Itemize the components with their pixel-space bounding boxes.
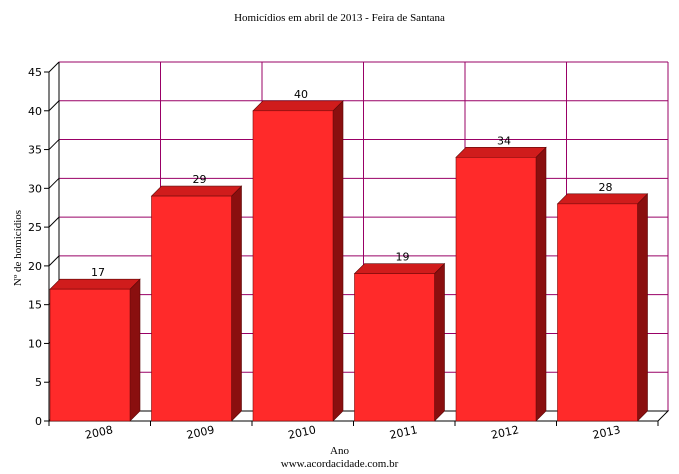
x-tick-label: 2013 [591, 423, 621, 442]
data-label: 40 [294, 88, 308, 101]
bar-side [637, 193, 648, 422]
chart-title: Homicídios em abril de 2013 - Feira de S… [234, 12, 445, 24]
y-tick-label: 5 [35, 376, 42, 389]
bar-front [252, 110, 334, 422]
data-label: 17 [91, 266, 105, 279]
y-tick-label: 10 [28, 337, 42, 350]
x-axis-label: Ano [330, 445, 349, 457]
data-label: 34 [497, 134, 511, 147]
bar-side [231, 185, 242, 422]
y-tick-label: 45 [28, 66, 42, 79]
y-tick-label: 0 [35, 415, 42, 428]
data-label: 28 [599, 181, 613, 194]
side-wall-line [48, 216, 60, 228]
bar [252, 100, 344, 422]
y-tick-label: 35 [28, 144, 42, 157]
source-footer: www.acordacidade.com.br [280, 458, 399, 470]
side-wall-line [48, 100, 60, 112]
bar-top [455, 147, 547, 158]
x-tick-label: 2011 [388, 423, 418, 442]
bar-top [353, 263, 446, 274]
bar-front [49, 288, 131, 422]
side-wall-line [48, 177, 60, 189]
data-label: 29 [193, 173, 207, 186]
x-tick-label: 2010 [287, 423, 317, 442]
bar-top [150, 185, 243, 197]
data-label: 19 [396, 251, 410, 264]
bar-top [252, 100, 344, 112]
bar-front [455, 157, 537, 422]
bar [353, 262, 446, 422]
x-tick-label: 2009 [185, 423, 215, 442]
side-wall-line [48, 139, 60, 150]
bar [150, 185, 243, 422]
bar-top [49, 278, 141, 290]
y-tick-label: 15 [28, 299, 42, 312]
bar-side [535, 146, 547, 422]
bar [49, 278, 141, 422]
x-tick-label: 2012 [490, 423, 520, 442]
bar-front [151, 195, 232, 422]
side-wall-line [48, 255, 60, 267]
bar-front [354, 273, 435, 422]
bar-side [332, 100, 344, 422]
bar-side [434, 262, 445, 422]
bar-side [129, 278, 141, 422]
x-tick-label: 2008 [84, 423, 114, 442]
bar [455, 146, 547, 422]
y-tick-label: 30 [28, 182, 42, 195]
side-wall-line [48, 61, 60, 73]
bar-top [556, 193, 649, 205]
bar-front [557, 203, 638, 422]
y-tick-label: 25 [28, 221, 42, 234]
y-tick-label: 20 [28, 260, 42, 273]
y-tick-label: 40 [28, 105, 42, 118]
bar [556, 193, 649, 422]
